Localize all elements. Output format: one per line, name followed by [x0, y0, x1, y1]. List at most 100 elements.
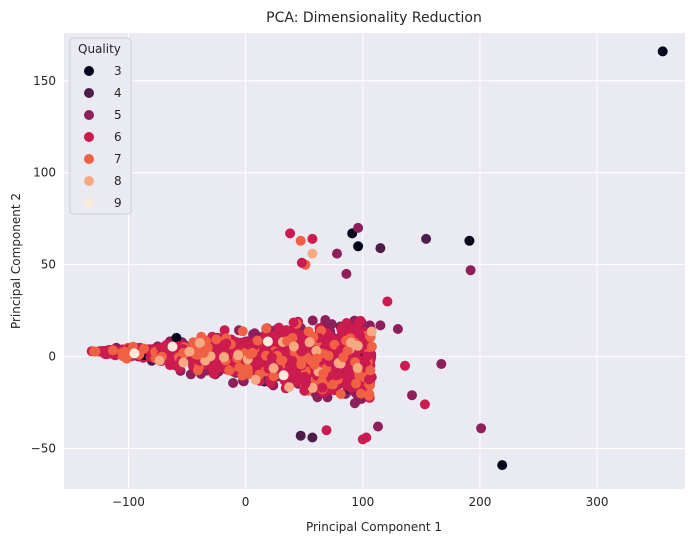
- data-point: [317, 382, 328, 393]
- data-point: [296, 346, 307, 357]
- data-points: [86, 46, 668, 471]
- outlier-point: [382, 296, 393, 307]
- legend-label: 4: [114, 86, 122, 100]
- data-point: [285, 360, 295, 371]
- data-point: [352, 340, 363, 351]
- x-tick-label: −100: [112, 495, 145, 509]
- data-point: [309, 359, 320, 370]
- data-point: [327, 379, 338, 390]
- data-point: [300, 378, 311, 389]
- legend-marker: [84, 198, 94, 208]
- outlier-point: [341, 268, 352, 279]
- data-point: [234, 362, 245, 373]
- y-axis-ticks: −50 0 50 100 150: [31, 74, 56, 456]
- data-point: [262, 336, 273, 347]
- data-point: [228, 378, 239, 388]
- plot-area: [64, 33, 685, 489]
- data-point: [318, 368, 329, 379]
- outlier-point: [392, 324, 403, 334]
- data-point: [154, 355, 165, 366]
- data-point: [366, 341, 377, 352]
- legend-box: [69, 37, 132, 215]
- outlier-point: [285, 228, 296, 239]
- y-tick-label: 100: [33, 166, 56, 180]
- data-point: [336, 322, 347, 333]
- y-tick-label: 0: [48, 350, 56, 364]
- data-point: [284, 382, 295, 393]
- y-tick-label: 150: [33, 74, 56, 88]
- data-point: [209, 358, 220, 369]
- outlier-point: [465, 265, 476, 276]
- outlier-point: [436, 359, 447, 369]
- data-point: [296, 359, 307, 370]
- data-point: [266, 352, 277, 363]
- data-point: [365, 365, 376, 376]
- data-point: [211, 334, 222, 345]
- outlier-point: [295, 430, 306, 441]
- outlier-point: [373, 421, 383, 432]
- data-point: [288, 341, 299, 352]
- data-point: [351, 323, 362, 334]
- data-point: [121, 353, 132, 364]
- y-tick-label: 50: [41, 258, 56, 272]
- outlier-point: [307, 233, 318, 244]
- data-point: [276, 355, 287, 366]
- outlier-point: [400, 360, 410, 371]
- legend-label: 8: [114, 174, 122, 188]
- data-point: [107, 345, 118, 356]
- data-point: [323, 350, 334, 361]
- legend-marker: [84, 66, 94, 76]
- data-point: [219, 352, 229, 363]
- data-point: [335, 389, 346, 399]
- outlier-point: [296, 257, 307, 268]
- data-point: [242, 363, 253, 374]
- data-point: [288, 317, 299, 328]
- outlier-point: [357, 434, 368, 445]
- data-point: [184, 346, 195, 357]
- outlier-point: [332, 248, 342, 259]
- data-point: [171, 332, 182, 343]
- legend-label: 6: [114, 130, 122, 144]
- x-axis-label: Principal Component 1: [306, 520, 442, 534]
- data-point: [355, 315, 366, 326]
- data-point: [332, 370, 343, 380]
- data-point: [237, 326, 248, 337]
- legend-label: 9: [114, 196, 122, 210]
- data-point: [361, 351, 372, 362]
- data-point: [268, 363, 279, 374]
- outlier-point: [476, 423, 487, 434]
- data-point: [233, 350, 244, 361]
- legend-title: Quality: [78, 42, 121, 56]
- data-point: [250, 374, 261, 385]
- data-point: [89, 346, 99, 357]
- data-point: [307, 382, 318, 393]
- x-tick-label: 200: [468, 495, 491, 509]
- outlier-point: [353, 241, 364, 252]
- data-point: [268, 371, 279, 382]
- legend-marker: [84, 110, 94, 120]
- legend-label: 3: [114, 64, 122, 78]
- data-point: [219, 325, 230, 336]
- outlier-point: [375, 320, 386, 331]
- data-point: [200, 355, 211, 366]
- x-tick-label: 100: [351, 495, 374, 509]
- legend-marker: [84, 88, 94, 98]
- outlier-point: [657, 46, 668, 57]
- data-point: [198, 347, 209, 358]
- outlier-point: [464, 235, 475, 246]
- x-axis-ticks: −100 0 100 200 300: [112, 495, 609, 509]
- outlier-point: [419, 399, 430, 410]
- data-point: [356, 388, 366, 399]
- outlier-point: [307, 248, 318, 259]
- data-point: [237, 370, 248, 381]
- legend-marker: [84, 154, 94, 164]
- data-point: [311, 345, 322, 356]
- data-point: [167, 341, 178, 352]
- outlier-point: [407, 390, 417, 401]
- outlier-point: [295, 235, 306, 246]
- outlier-point: [307, 432, 318, 443]
- data-point: [224, 365, 235, 376]
- x-tick-label: 300: [586, 495, 609, 509]
- data-point: [304, 337, 315, 348]
- data-point: [364, 389, 375, 400]
